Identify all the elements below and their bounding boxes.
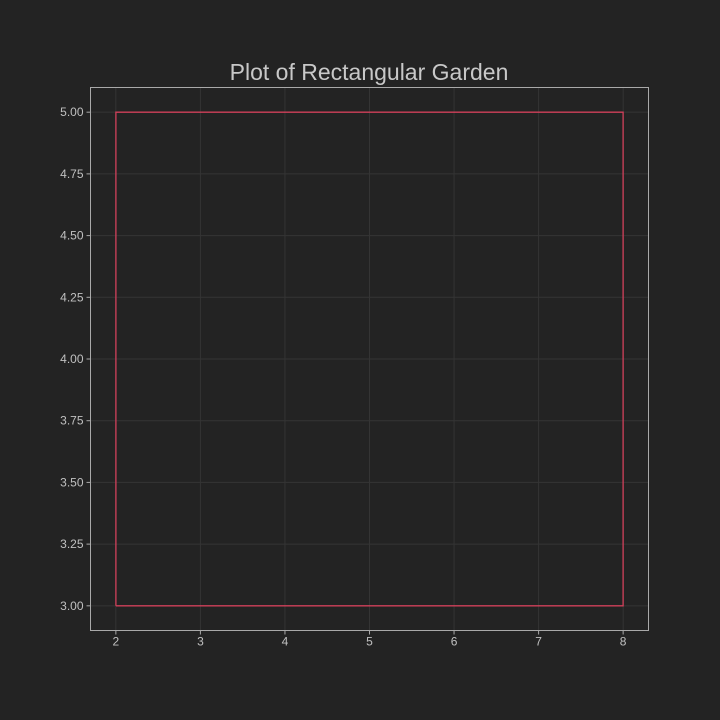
y-tick-label: 4.50 [60,229,84,243]
x-tick-label: 7 [535,635,542,649]
x-tick-label: 2 [113,635,120,649]
y-tick-label: 4.25 [60,290,84,304]
y-tick-label: 3.25 [60,537,84,551]
series-layer [115,111,624,607]
grid [90,87,649,631]
y-tick-label: 3.50 [60,475,84,489]
y-tick-label: 5.00 [60,105,84,119]
garden-outline-line [115,111,624,607]
y-tick-label: 3.75 [60,414,84,428]
x-tick-label: 3 [197,635,204,649]
y-tick-label: 4.75 [60,167,84,181]
x-axis: 2 3 4 5 6 7 8 [113,630,627,649]
y-axis: 3.00 3.25 3.50 3.75 4.00 4.25 4.50 4.75 5.00 [60,105,91,613]
x-tick-label: 5 [366,635,373,649]
x-tick-label: 8 [620,635,627,649]
x-tick-label: 6 [451,635,458,649]
x-tick-label: 4 [282,635,289,649]
chart-title: Plot of Rectangular Garden [230,59,509,85]
y-tick-label: 3.00 [60,599,84,613]
y-tick-label: 4.00 [60,352,84,366]
